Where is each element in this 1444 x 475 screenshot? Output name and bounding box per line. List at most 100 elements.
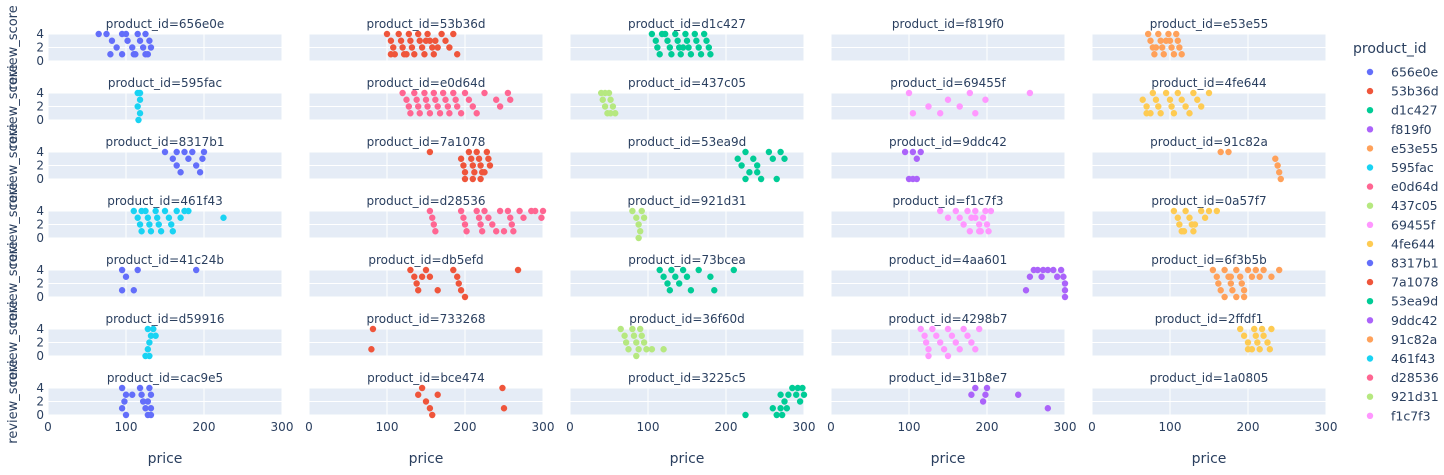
legend-marker[interactable] <box>1366 107 1374 114</box>
data-point <box>397 37 405 44</box>
data-point <box>1276 266 1283 274</box>
data-point <box>429 411 436 419</box>
legend-marker[interactable] <box>1366 259 1374 267</box>
legend-item-label[interactable]: 69455f <box>1391 217 1436 232</box>
data-point <box>465 148 473 156</box>
y-tick-label: 4 <box>36 27 44 41</box>
facet-title: product_id=bce474 <box>367 371 485 385</box>
legend-marker[interactable] <box>1366 278 1374 286</box>
data-point <box>426 148 434 156</box>
y-axis-label: review_score <box>6 5 21 89</box>
legend-item-label[interactable]: f819f0 <box>1391 122 1432 137</box>
legend-item-label[interactable]: 91c82a <box>1391 332 1437 347</box>
legend-marker[interactable] <box>1366 221 1374 228</box>
data-point <box>139 44 147 51</box>
data-point <box>147 411 155 419</box>
data-point <box>1060 273 1067 280</box>
data-point <box>607 96 614 103</box>
data-point <box>1165 30 1172 38</box>
data-point <box>421 51 428 58</box>
data-point <box>429 44 436 51</box>
legend-item-label[interactable]: e0d64d <box>1391 179 1438 194</box>
legend-marker[interactable] <box>1366 126 1374 133</box>
x-tick-label: 200 <box>1237 420 1260 434</box>
data-point <box>1276 169 1283 176</box>
data-point <box>765 148 773 156</box>
data-point <box>411 273 418 280</box>
data-point <box>1174 37 1182 44</box>
data-point <box>481 89 488 97</box>
data-point <box>960 221 967 228</box>
data-point <box>979 214 987 221</box>
legend-item-label[interactable]: d1c427 <box>1391 103 1438 118</box>
legend-item-label[interactable]: 9ddc42 <box>1391 313 1438 328</box>
data-point <box>664 37 671 44</box>
legend-marker[interactable] <box>1366 355 1374 362</box>
data-point <box>1237 273 1244 280</box>
legend-item-label[interactable]: f1c7f3 <box>1391 408 1431 423</box>
data-point <box>134 266 141 274</box>
data-point <box>1260 332 1267 339</box>
facet-title: product_id=d59916 <box>106 312 225 326</box>
data-point <box>656 266 663 274</box>
data-point <box>1256 346 1263 353</box>
legend-marker[interactable] <box>1366 317 1374 324</box>
data-point <box>434 44 441 51</box>
legend-marker[interactable] <box>1366 240 1374 248</box>
facet-title: product_id=d1c427 <box>628 17 746 31</box>
legend-item-label[interactable]: 8317b1 <box>1391 256 1439 271</box>
legend-item-label[interactable]: e53e55 <box>1391 141 1438 156</box>
data-point <box>415 391 422 398</box>
x-axis-label: price <box>1192 451 1227 467</box>
legend-marker[interactable] <box>1366 68 1374 76</box>
data-point <box>147 332 155 339</box>
data-point <box>972 207 979 215</box>
data-point <box>682 30 689 38</box>
legend-item-label[interactable]: d28536 <box>1391 370 1439 385</box>
data-point <box>1178 51 1185 58</box>
legend-marker[interactable] <box>1366 145 1374 152</box>
data-point <box>609 103 617 110</box>
data-point <box>1143 103 1150 110</box>
data-point <box>444 103 452 110</box>
legend-item-label[interactable]: 53b36d <box>1391 84 1439 99</box>
data-point <box>968 391 975 398</box>
legend-item-label[interactable]: 656e0e <box>1391 65 1439 80</box>
data-point <box>538 214 545 221</box>
legend-marker[interactable] <box>1366 183 1374 190</box>
facet-title: product_id=9ddc42 <box>889 135 1007 149</box>
data-point <box>1240 293 1248 301</box>
data-point <box>683 37 691 44</box>
legend-item-label[interactable]: 4fe644 <box>1391 236 1435 251</box>
data-point <box>154 214 161 221</box>
data-point <box>1221 293 1228 301</box>
data-point <box>1061 280 1069 287</box>
data-point <box>477 221 484 228</box>
facet-title: product_id=41c24b <box>106 253 224 267</box>
legend-marker[interactable] <box>1366 393 1374 400</box>
legend-item-label[interactable]: 921d31 <box>1391 389 1439 404</box>
legend-item-label[interactable]: 53ea9d <box>1391 294 1438 309</box>
facet-title: product_id=733268 <box>367 312 486 326</box>
data-point <box>95 30 102 38</box>
legend-item-label[interactable]: 595fac <box>1391 160 1434 175</box>
data-point <box>469 103 476 110</box>
data-point <box>933 332 940 339</box>
legend-item-label[interactable]: 437c05 <box>1391 198 1438 213</box>
legend-marker[interactable] <box>1366 298 1374 305</box>
legend-marker[interactable] <box>1366 87 1374 95</box>
data-point <box>1038 273 1045 280</box>
legend-marker[interactable] <box>1366 374 1374 381</box>
data-point <box>1233 293 1240 301</box>
data-point <box>510 228 517 235</box>
data-point <box>640 214 648 221</box>
legend-marker[interactable] <box>1366 164 1374 171</box>
x-tick-label: 300 <box>1054 420 1077 434</box>
data-point <box>144 214 152 221</box>
data-point <box>1272 155 1279 162</box>
legend-item-label[interactable]: 461f43 <box>1391 351 1435 366</box>
legend-marker[interactable] <box>1366 412 1374 419</box>
legend-marker[interactable] <box>1366 202 1374 209</box>
legend-marker[interactable] <box>1366 336 1374 343</box>
legend-item-label[interactable]: 7a1078 <box>1391 275 1438 290</box>
